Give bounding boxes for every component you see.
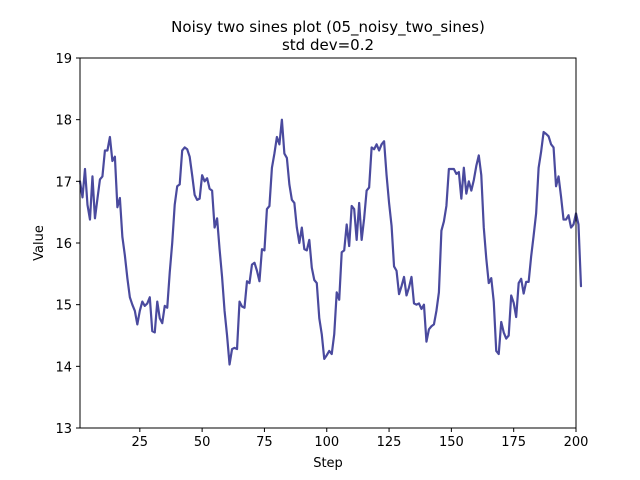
series-line <box>78 118 583 366</box>
x-tick-label: 150 <box>439 435 464 450</box>
y-tick-label: 18 <box>55 114 72 129</box>
y-tick-label: 14 <box>55 360 72 375</box>
y-tick-label: 19 <box>55 52 72 67</box>
chart-subtitle: std dev=0.2 <box>282 36 374 54</box>
x-tick-label: 175 <box>501 435 526 450</box>
plot-area <box>78 118 583 366</box>
y-tick-label: 17 <box>55 175 72 190</box>
x-axis-label: Step <box>313 456 343 471</box>
y-axis-ticks: 13 14 15 16 17 18 19 <box>55 52 80 437</box>
x-tick-label: 25 <box>132 435 149 450</box>
x-tick-label: 200 <box>564 435 589 450</box>
y-axis-label: Value <box>32 225 47 261</box>
x-tick-label: 50 <box>194 435 211 450</box>
x-tick-label: 75 <box>256 435 273 450</box>
y-tick-label: 15 <box>55 299 72 314</box>
x-tick-label: 125 <box>377 435 402 450</box>
x-tick-label: 100 <box>314 435 339 450</box>
y-tick-label: 16 <box>55 237 72 252</box>
x-axis-ticks: 25 50 75 100 125 150 175 200 <box>132 428 589 450</box>
y-tick-label: 13 <box>55 422 72 437</box>
plot-frame <box>79 57 577 429</box>
chart-title: Noisy two sines plot (05_noisy_two_sines… <box>171 18 485 37</box>
